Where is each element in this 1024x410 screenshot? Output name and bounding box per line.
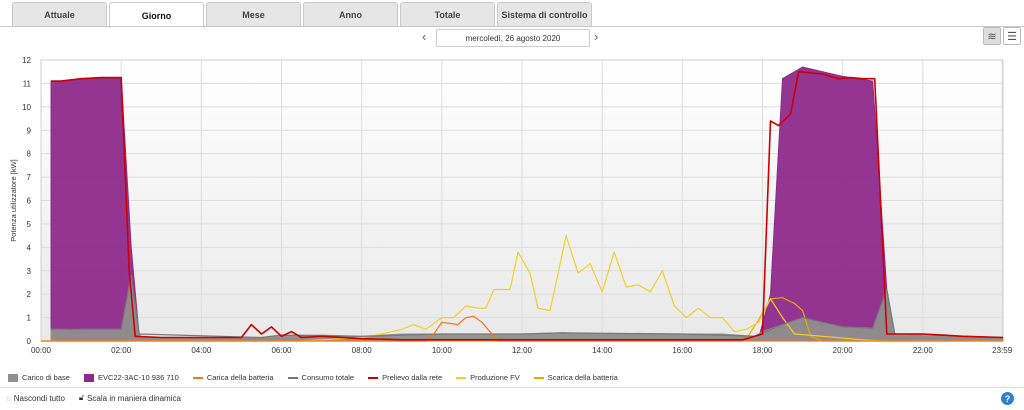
y-tick-label: 4 bbox=[27, 243, 32, 252]
legend-item[interactable]: Prelievo dalla rete bbox=[368, 373, 442, 382]
series-line-consumo-totale bbox=[51, 274, 1004, 339]
x-tick-label: 10:00 bbox=[432, 346, 453, 355]
legend-swatch bbox=[287, 376, 298, 379]
legend-item[interactable]: Produzione FV bbox=[456, 373, 520, 382]
legend-item[interactable]: Consumo totale bbox=[287, 373, 355, 382]
prev-day-chevron-icon[interactable]: ‹ bbox=[422, 29, 427, 44]
dynamic-scale-button[interactable]: 🔓︎ Scala in maniera dinamica bbox=[79, 393, 181, 403]
series-line-prelievo-dalla-rete bbox=[51, 70, 1004, 341]
tab-divider bbox=[0, 26, 1024, 27]
legend-item[interactable]: Carico di base bbox=[8, 373, 70, 382]
y-tick-label: 6 bbox=[27, 197, 32, 206]
legend-label: Produzione FV bbox=[470, 373, 520, 382]
eye-off-icon: ◌ bbox=[6, 393, 11, 403]
legend-label: Consumo totale bbox=[301, 373, 355, 382]
y-tick-label: 9 bbox=[27, 126, 32, 135]
series-line-carica-della-batteria bbox=[41, 315, 1003, 342]
legend-item[interactable]: Scarica della batteria bbox=[533, 373, 618, 382]
dynamic-scale-label: Scala in maniera dinamica bbox=[87, 393, 181, 403]
tab-anno[interactable]: Anno bbox=[303, 2, 398, 26]
legend-swatch bbox=[533, 376, 544, 379]
x-tick-label: 06:00 bbox=[271, 346, 292, 355]
x-tick-label: 12:00 bbox=[512, 346, 533, 355]
y-tick-label: 7 bbox=[27, 173, 32, 182]
tab-sistema-di-controllo[interactable]: Sistema di controllo bbox=[497, 2, 592, 26]
x-tick-label: 16:00 bbox=[672, 346, 693, 355]
x-tick-label: 23:59 bbox=[992, 346, 1013, 355]
series-line-produzione-fv bbox=[41, 235, 1003, 342]
unlock-icon: 🔓︎ bbox=[78, 393, 85, 402]
y-tick-label: 3 bbox=[27, 267, 32, 276]
legend-swatch bbox=[368, 376, 379, 379]
x-tick-label: 20:00 bbox=[833, 346, 854, 355]
legend-swatch bbox=[8, 373, 18, 382]
y-tick-label: 1 bbox=[27, 314, 32, 323]
y-tick-label: 10 bbox=[22, 103, 31, 112]
legend-label: Prelievo dalla rete bbox=[382, 373, 443, 382]
legend-label: Carica della batteria bbox=[206, 373, 274, 382]
x-tick-label: 02:00 bbox=[111, 346, 132, 355]
help-icon[interactable]: ? bbox=[1001, 392, 1014, 405]
legend-label: Scarica della batteria bbox=[547, 373, 618, 382]
legend-swatch bbox=[456, 376, 467, 379]
y-axis-label: Potenza utilizzatore [kW] bbox=[9, 159, 18, 242]
x-tick-label: 08:00 bbox=[352, 346, 373, 355]
legend-label: EVC22-3AC-10 936 710 bbox=[97, 373, 179, 382]
bottom-divider bbox=[0, 387, 1024, 388]
legend-swatch bbox=[83, 373, 94, 382]
tab-giorno[interactable]: Giorno bbox=[109, 2, 204, 28]
date-selector[interactable]: mercoledì, 26 agosto 2020 bbox=[436, 29, 590, 47]
legend-label: Carico di base bbox=[22, 373, 70, 382]
x-tick-label: 04:00 bbox=[191, 346, 212, 355]
x-tick-label: 22:00 bbox=[913, 346, 934, 355]
period-tabs: Attuale Giorno Mese Anno Totale Sistema di co… bbox=[12, 2, 594, 28]
hide-all-label: Nascondi tutto bbox=[13, 393, 65, 403]
legend-item[interactable]: EVC22-3AC-10 936 710 bbox=[83, 373, 179, 382]
tab-totale[interactable]: Totale bbox=[400, 2, 495, 26]
y-tick-label: 11 bbox=[23, 79, 32, 88]
next-day-chevron-icon[interactable]: › bbox=[594, 29, 599, 44]
chart-legend: Carico di base EVC22-3AC-10 936 710 Carica… bbox=[8, 373, 632, 382]
x-tick-label: 18:00 bbox=[752, 346, 773, 355]
legend-swatch bbox=[192, 376, 203, 379]
x-tick-label: 14:00 bbox=[592, 346, 613, 355]
date-label: mercoledì, 26 agosto 2020 bbox=[465, 33, 561, 43]
tab-attuale[interactable]: Attuale bbox=[12, 2, 107, 26]
y-tick-label: 5 bbox=[27, 220, 32, 229]
legend-item[interactable]: Carica della batteria bbox=[192, 373, 274, 382]
x-tick-label: 00:00 bbox=[31, 346, 52, 355]
tab-mese[interactable]: Mese bbox=[206, 2, 301, 26]
y-tick-label: 8 bbox=[27, 150, 32, 159]
settings-sliders-icon[interactable]: ☰ bbox=[1003, 27, 1021, 45]
y-tick-label: 12 bbox=[22, 56, 31, 65]
stacked-view-layers-icon[interactable]: ≋ bbox=[983, 27, 1001, 45]
y-tick-label: 2 bbox=[27, 290, 32, 299]
y-tick-label: 0 bbox=[27, 337, 32, 346]
hide-all-button[interactable]: ◌ Nascondi tutto bbox=[6, 393, 65, 403]
